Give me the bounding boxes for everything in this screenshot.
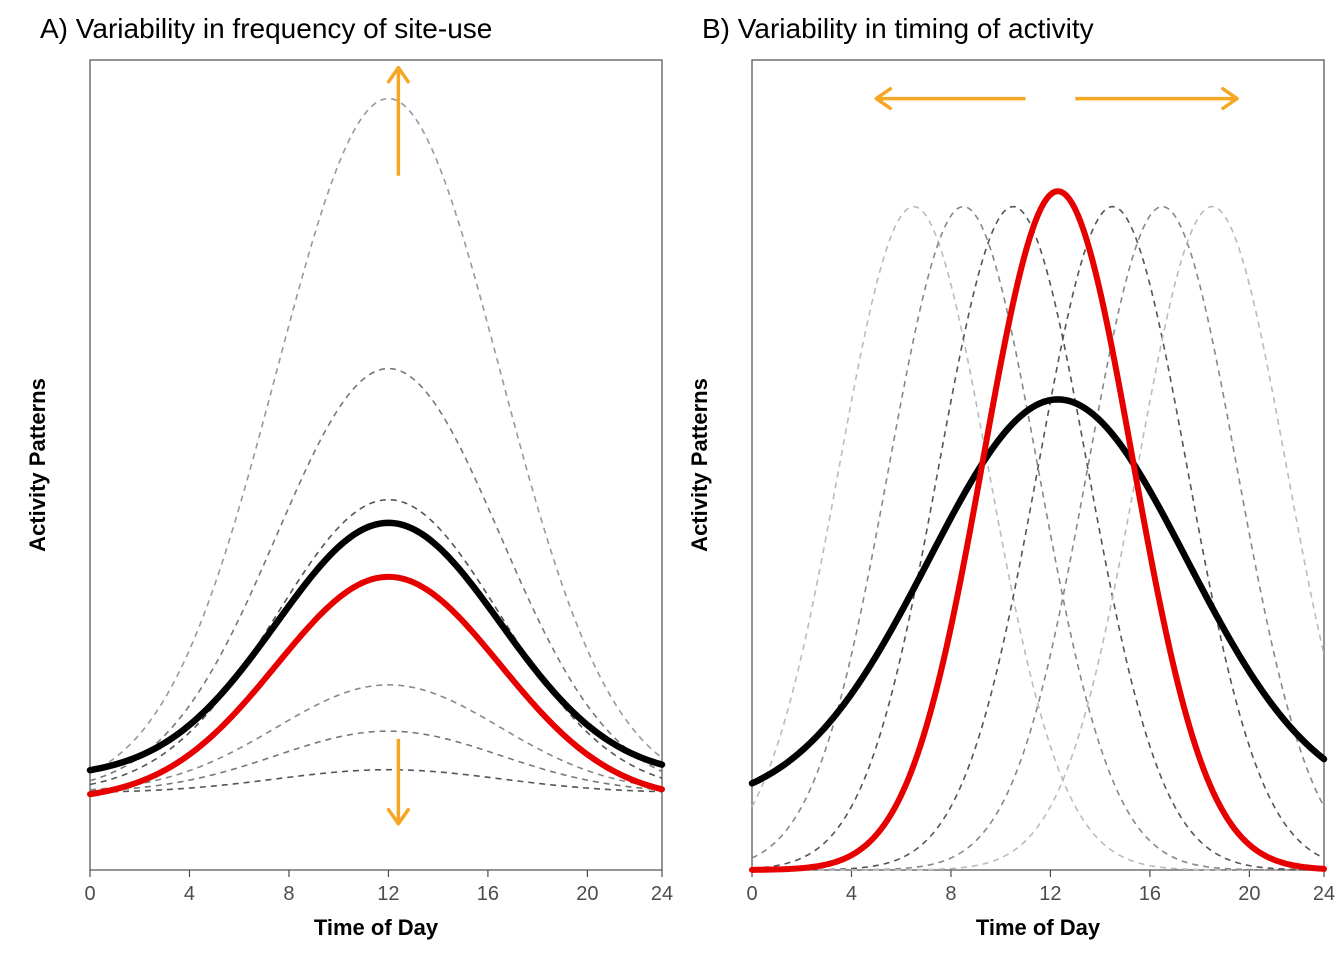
xtick-label: 4 bbox=[846, 883, 857, 905]
xtick-label: 0 bbox=[84, 883, 95, 905]
x-axis-label: Time of Day bbox=[976, 915, 1101, 940]
xtick-label: 16 bbox=[1139, 883, 1161, 905]
xtick-label: 20 bbox=[1238, 883, 1260, 905]
xtick-label: 12 bbox=[377, 883, 399, 905]
xtick-label: 12 bbox=[1039, 883, 1061, 905]
panel-title: A) Variability in frequency of site-use bbox=[40, 13, 492, 44]
y-axis-label: Activity Patterns bbox=[25, 378, 50, 552]
y-axis-label: Activity Patterns bbox=[687, 378, 712, 552]
xtick-label: 20 bbox=[576, 883, 598, 905]
x-axis-label: Time of Day bbox=[314, 915, 439, 940]
panel-title: B) Variability in timing of activity bbox=[702, 13, 1094, 44]
xtick-label: 8 bbox=[283, 883, 294, 905]
xtick-label: 24 bbox=[651, 883, 673, 905]
xtick-label: 8 bbox=[945, 883, 956, 905]
xtick-label: 24 bbox=[1313, 883, 1335, 905]
xtick-label: 0 bbox=[746, 883, 757, 905]
xtick-label: 4 bbox=[184, 883, 195, 905]
xtick-label: 16 bbox=[477, 883, 499, 905]
